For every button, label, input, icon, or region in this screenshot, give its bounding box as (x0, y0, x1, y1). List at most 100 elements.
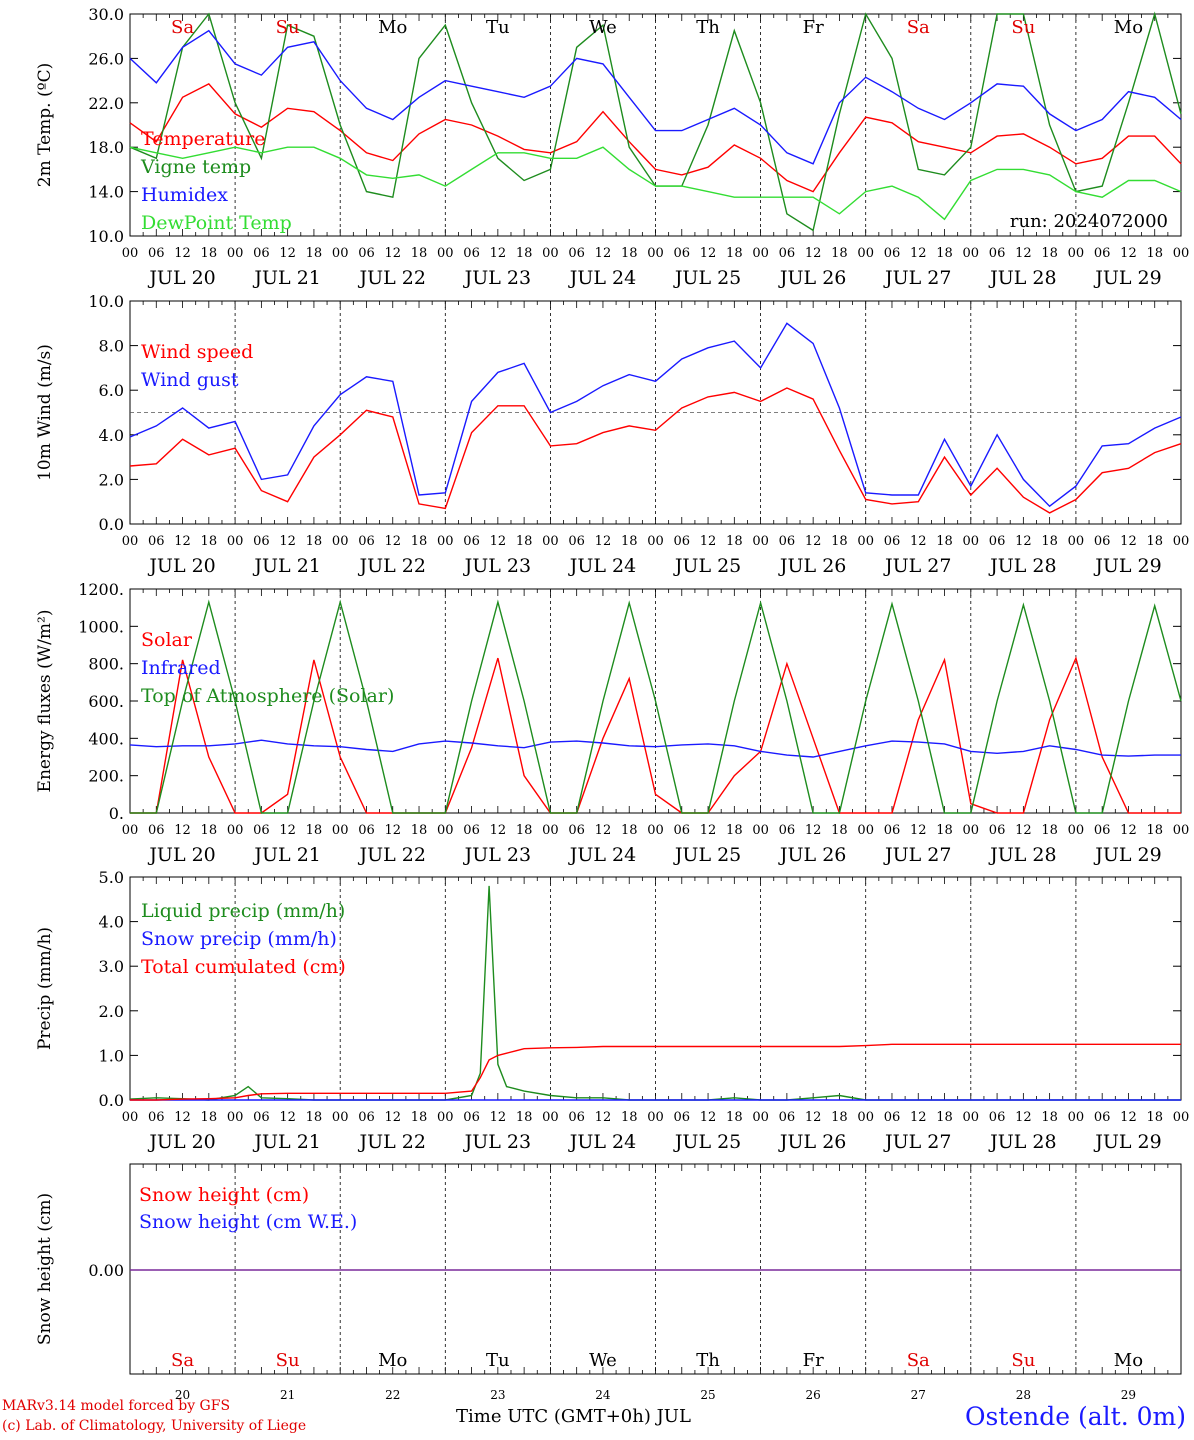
hour-tick-label: 18 (411, 1110, 428, 1125)
date-label: JUL 26 (778, 555, 846, 577)
date-label: JUL 23 (463, 267, 531, 289)
legend-entry: Snow height (cm W.E.) (139, 1211, 357, 1233)
series-line-top-of-atmosphere-solar- (130, 599, 1182, 814)
day-name-label: We (589, 1350, 617, 1371)
hour-tick-label: 18 (726, 1110, 743, 1125)
series-line-total-cumulated-cm- (130, 1043, 1181, 1101)
date-label: JUL 24 (568, 555, 636, 577)
y-tick-label: 8.0 (99, 337, 124, 356)
hour-tick-label: 06 (1094, 1110, 1111, 1125)
date-label: JUL 24 (568, 844, 636, 866)
hour-tick-label: 12 (700, 246, 717, 261)
day-name-label: Mo (378, 17, 407, 38)
hour-tick-label: 00 (332, 246, 349, 261)
hour-tick-label: 06 (884, 534, 901, 549)
hour-tick-label: 00 (437, 246, 454, 261)
legend-entry: Temperature (141, 128, 265, 150)
legend-entry: DewPoint Temp (141, 212, 292, 234)
legend-entry: Humidex (141, 184, 228, 206)
hour-tick-label: 06 (463, 246, 480, 261)
day-name-label: Th (696, 1350, 720, 1371)
hour-tick-label: 00 (542, 246, 559, 261)
date-label: JUL 23 (463, 555, 531, 577)
hour-tick-label: 18 (831, 246, 848, 261)
y-tick-label: 18.0 (88, 138, 124, 157)
hour-tick-label: 06 (358, 534, 375, 549)
hour-tick-label: 12 (384, 534, 401, 549)
panel-5: Snow height (cm) 0.00 Snow height (cm) Snow… (35, 1163, 1182, 1402)
hour-tick-label: 00 (122, 1110, 139, 1125)
date-label: JUL 28 (988, 1131, 1056, 1153)
y-axis-label: Precip (mm/h) (35, 927, 55, 1050)
legend-entry: Top of Atmosphere (Solar) (141, 685, 394, 707)
hour-tick-label: 06 (779, 1110, 796, 1125)
date-label: JUL 27 (883, 267, 951, 289)
hour-tick-label: 12 (490, 823, 507, 838)
hour-tick-label: 06 (253, 823, 270, 838)
hour-tick-label: 06 (148, 534, 165, 549)
hour-tick-label: 12 (490, 246, 507, 261)
y-tick-label: 14.0 (88, 183, 124, 202)
hour-tick-label: 06 (568, 534, 585, 549)
hour-tick-label: 06 (253, 1110, 270, 1125)
y-tick-label: 0. (109, 804, 124, 823)
hour-tick-label: 18 (726, 534, 743, 549)
hour-tick-label: 12 (1120, 534, 1137, 549)
hour-tick-label: 18 (516, 823, 533, 838)
hour-tick-label: 18 (1041, 1110, 1058, 1125)
hour-tick-label: 12 (595, 1110, 612, 1125)
hour-tick-label: 06 (358, 1110, 375, 1125)
day-name-label: Mo (1114, 17, 1143, 38)
series-line-dewpoint-temp (129, 146, 1182, 221)
hour-tick-label: 18 (411, 823, 428, 838)
y-tick-label: 2.0 (99, 470, 124, 489)
day-number-label: 22 (385, 1388, 400, 1402)
hour-tick-label: 06 (148, 1110, 165, 1125)
hour-tick-label: 12 (490, 534, 507, 549)
hour-tick-label: 06 (989, 1110, 1006, 1125)
legend-entry: Wind speed (141, 341, 253, 363)
hour-tick-label: 18 (516, 534, 533, 549)
date-label: JUL 29 (1093, 844, 1161, 866)
y-tick-label: 4.0 (99, 913, 124, 932)
date-label: JUL 26 (778, 267, 846, 289)
hour-tick-label: 00 (227, 1110, 244, 1125)
hour-tick-label: 12 (595, 534, 612, 549)
y-tick-label: 1000. (78, 617, 124, 636)
hour-tick-label: 00 (542, 1110, 559, 1125)
hour-tick-label: 12 (595, 246, 612, 261)
date-label: JUL 28 (988, 555, 1056, 577)
date-label: JUL 20 (147, 844, 215, 866)
hour-tick-label: 12 (174, 1110, 191, 1125)
hour-tick-label: 00 (1068, 534, 1085, 549)
hour-tick-label: 12 (595, 823, 612, 838)
hour-tick-label: 12 (910, 1110, 927, 1125)
legend-entry: Solar (141, 629, 193, 651)
date-label: JUL 21 (252, 1131, 320, 1153)
hour-tick-label: 06 (463, 534, 480, 549)
hour-tick-label: 06 (989, 823, 1006, 838)
hour-tick-label: 00 (963, 534, 980, 549)
date-label: JUL 21 (252, 555, 320, 577)
hour-tick-label: 06 (568, 246, 585, 261)
hour-tick-label: 00 (1173, 1110, 1190, 1125)
hour-tick-label: 00 (1068, 246, 1085, 261)
series-line-infrared (129, 739, 1181, 758)
legend-entry: Infrared (141, 657, 221, 679)
date-label: JUL 26 (778, 844, 846, 866)
hour-tick-label: 06 (253, 534, 270, 549)
date-label: JUL 20 (147, 555, 215, 577)
hour-tick-label: 00 (332, 534, 349, 549)
hour-tick-label: 12 (910, 246, 927, 261)
hour-tick-label: 06 (463, 1110, 480, 1125)
hour-tick-label: 06 (884, 1110, 901, 1125)
hour-tick-label: 00 (1173, 823, 1190, 838)
y-tick-label: 1.0 (99, 1046, 124, 1065)
date-label: JUL 27 (883, 1131, 951, 1153)
hour-tick-label: 18 (516, 246, 533, 261)
hour-tick-label: 06 (568, 823, 585, 838)
hour-tick-label: 18 (306, 823, 323, 838)
y-tick-label: 26.0 (88, 49, 124, 68)
day-name-label: Sa (171, 1350, 194, 1371)
hour-tick-label: 12 (1015, 1110, 1032, 1125)
